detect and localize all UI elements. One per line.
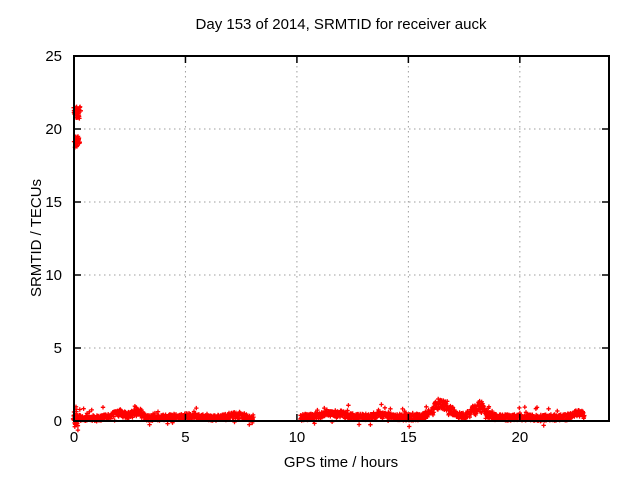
y-tick-labels: 0 5 10 15 20 25 bbox=[45, 48, 62, 430]
x-tick-label: 10 bbox=[289, 429, 306, 446]
x-tick-label: 0 bbox=[70, 429, 78, 446]
scatter-markers bbox=[70, 104, 587, 433]
x-tick-label: 15 bbox=[400, 429, 417, 446]
y-tick-label: 10 bbox=[45, 267, 62, 284]
plot-border bbox=[73, 55, 610, 422]
y-tick-label: 15 bbox=[45, 194, 62, 211]
y-tick-label: 0 bbox=[54, 413, 62, 430]
y-tick-label: 5 bbox=[54, 340, 62, 357]
chart-title: Day 153 of 2014, SRMTID for receiver auc… bbox=[196, 16, 487, 33]
x-axis-label: GPS time / hours bbox=[284, 454, 398, 471]
y-tick-label: 25 bbox=[45, 48, 62, 65]
y-tick-label: 20 bbox=[45, 121, 62, 138]
gridlines bbox=[74, 56, 609, 421]
data-points bbox=[70, 104, 587, 433]
y-axis-label: SRMTID / TECUs bbox=[28, 179, 45, 297]
x-tick-label: 20 bbox=[511, 429, 528, 446]
x-tick-labels: 0 5 10 15 20 bbox=[70, 429, 528, 446]
axis-ticks bbox=[73, 55, 609, 422]
x-tick-label: 5 bbox=[181, 429, 189, 446]
